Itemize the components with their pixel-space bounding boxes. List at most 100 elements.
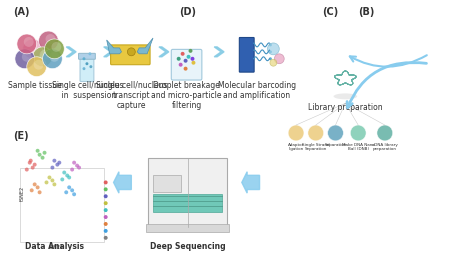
Circle shape [28, 161, 32, 165]
Circle shape [85, 62, 89, 65]
Text: Data Analysis: Data Analysis [25, 242, 84, 251]
Text: (C): (C) [322, 7, 339, 17]
Circle shape [49, 52, 59, 62]
Circle shape [24, 37, 34, 47]
Circle shape [67, 175, 71, 180]
Circle shape [267, 43, 279, 55]
Polygon shape [159, 47, 169, 57]
Circle shape [15, 49, 35, 69]
Circle shape [53, 182, 56, 186]
FancyBboxPatch shape [80, 58, 94, 82]
Text: Library preparation: Library preparation [308, 103, 383, 112]
Circle shape [104, 187, 108, 191]
Circle shape [177, 57, 181, 61]
Text: Single cell/nucleus
transcript
capture: Single cell/nucleus transcript capture [96, 80, 167, 110]
Circle shape [37, 153, 42, 157]
Circle shape [55, 163, 59, 167]
Circle shape [183, 67, 188, 71]
Circle shape [62, 171, 66, 174]
Circle shape [27, 57, 46, 77]
Polygon shape [104, 47, 114, 57]
Bar [148, 158, 227, 227]
Circle shape [191, 61, 195, 65]
Circle shape [72, 161, 76, 165]
Circle shape [104, 201, 108, 205]
Text: Sample tissue: Sample tissue [8, 80, 62, 90]
Circle shape [52, 42, 61, 52]
Circle shape [82, 67, 85, 70]
Circle shape [90, 65, 92, 68]
Circle shape [72, 192, 76, 196]
Circle shape [46, 34, 55, 44]
Text: Droplet breakage
and micro-particle
filtering: Droplet breakage and micro-particle filt… [151, 80, 222, 110]
Circle shape [29, 159, 33, 163]
Circle shape [33, 47, 53, 67]
Circle shape [33, 182, 36, 186]
Circle shape [45, 39, 64, 59]
Circle shape [33, 163, 36, 167]
Circle shape [22, 52, 32, 62]
Circle shape [104, 222, 108, 226]
Circle shape [30, 188, 34, 192]
Circle shape [187, 55, 191, 59]
Circle shape [40, 50, 49, 60]
Circle shape [104, 180, 108, 184]
Circle shape [269, 43, 272, 46]
Text: Single Strand
Separation: Single Strand Separation [302, 143, 329, 151]
Bar [20, 168, 104, 242]
Polygon shape [107, 40, 121, 54]
Circle shape [181, 52, 184, 56]
Circle shape [308, 125, 324, 141]
Circle shape [53, 159, 56, 163]
Circle shape [77, 166, 81, 170]
Circle shape [189, 49, 192, 53]
Circle shape [67, 186, 71, 189]
Text: Make DNA Nano
Ball (DNB): Make DNA Nano Ball (DNB) [342, 143, 374, 151]
Circle shape [328, 125, 343, 141]
Circle shape [269, 57, 272, 60]
Circle shape [36, 149, 40, 153]
Circle shape [82, 57, 85, 60]
Circle shape [270, 59, 277, 66]
Polygon shape [114, 172, 131, 193]
Bar [153, 194, 222, 212]
FancyBboxPatch shape [79, 53, 95, 59]
Text: (B): (B) [358, 7, 374, 17]
FancyBboxPatch shape [239, 37, 254, 72]
Circle shape [17, 34, 36, 54]
Circle shape [104, 215, 108, 219]
Circle shape [75, 164, 79, 168]
FancyBboxPatch shape [171, 49, 202, 80]
Circle shape [179, 63, 182, 67]
Circle shape [89, 52, 91, 55]
Polygon shape [214, 47, 224, 57]
Circle shape [128, 48, 135, 56]
Polygon shape [66, 47, 76, 57]
Text: Adaptor
ligation: Adaptor ligation [288, 143, 304, 151]
Circle shape [45, 180, 48, 184]
Text: (E): (E) [13, 131, 28, 141]
Text: Separation: Separation [324, 143, 346, 147]
Text: cDNA library
preparation: cDNA library preparation [372, 143, 398, 151]
Bar [153, 174, 181, 192]
Text: tSNE2: tSNE2 [19, 186, 24, 201]
FancyBboxPatch shape [110, 45, 150, 65]
Text: Single cell/nucleus
 in  suspension: Single cell/nucleus in suspension [52, 80, 124, 100]
Circle shape [104, 229, 108, 233]
Circle shape [350, 125, 366, 141]
Circle shape [57, 161, 61, 165]
Text: tSNE1: tSNE1 [49, 245, 64, 250]
Polygon shape [137, 38, 153, 54]
Circle shape [65, 174, 69, 178]
Circle shape [183, 59, 188, 63]
Text: (A): (A) [13, 7, 29, 17]
Circle shape [41, 156, 45, 160]
Polygon shape [242, 172, 260, 193]
Circle shape [60, 178, 64, 181]
Circle shape [23, 39, 43, 59]
Circle shape [36, 186, 40, 189]
Circle shape [50, 166, 55, 170]
Circle shape [38, 31, 58, 51]
Circle shape [25, 168, 29, 172]
Text: Deep Sequencing: Deep Sequencing [150, 242, 225, 251]
